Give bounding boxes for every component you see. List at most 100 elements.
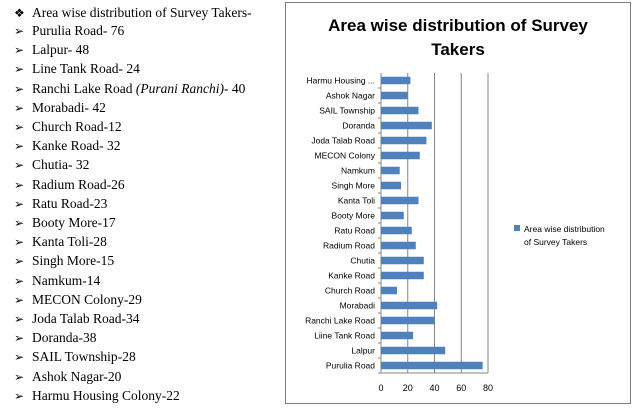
category-label: Namkum bbox=[341, 166, 375, 176]
list-item-value: 28 bbox=[122, 349, 136, 365]
category-label: Ashok Nagar bbox=[326, 91, 375, 101]
x-tick-labels: 0 20 40 60 80 bbox=[378, 383, 493, 393]
arrow-bullet-icon: ➢ bbox=[14, 312, 25, 326]
list-item-value: 38 bbox=[82, 330, 97, 346]
list-item-value: 42 bbox=[92, 99, 106, 115]
x-tick-label: 40 bbox=[429, 383, 439, 393]
list-item-name: Singh More bbox=[32, 253, 97, 269]
list-item-name: Doranda bbox=[32, 330, 79, 346]
category-label: Kanta Toli bbox=[338, 196, 375, 206]
category-label: Joda Talab Road bbox=[311, 136, 375, 146]
list-item-name: MECON Colony bbox=[32, 291, 124, 307]
list-item: ➢ Harmu Housing Colony-22 bbox=[14, 387, 180, 405]
bar bbox=[381, 211, 404, 220]
bar bbox=[381, 241, 416, 250]
list-item-value: 32 bbox=[75, 157, 90, 173]
category-label: Ratu Road bbox=[334, 226, 375, 236]
category-label: Booty More bbox=[332, 211, 376, 221]
bar bbox=[381, 226, 412, 235]
list-item-separator: - bbox=[68, 157, 76, 173]
legend-label-line-1: Area wise distribution bbox=[524, 224, 605, 234]
list-item-value: 32 bbox=[106, 138, 121, 154]
list-item-name: Kanta Toli bbox=[32, 234, 89, 250]
arrow-bullet-icon: ➢ bbox=[14, 62, 25, 77]
list-item-separator: - bbox=[121, 311, 127, 326]
list-item-name: Church Road bbox=[32, 119, 104, 134]
list-item: ➢ Ashok Nagar-20 bbox=[14, 368, 121, 386]
category-label: Chutia bbox=[350, 256, 375, 266]
list-item: ➢ Church Road-12 bbox=[14, 118, 122, 136]
bar bbox=[381, 76, 411, 85]
list-item-separator: - bbox=[223, 80, 232, 96]
arrow-bullet-icon: ➢ bbox=[14, 158, 25, 173]
category-label: Doranda bbox=[342, 121, 375, 131]
list-item-value: 22 bbox=[166, 387, 180, 403]
category-label: Radium Road bbox=[323, 241, 375, 251]
list-item-value: 34 bbox=[126, 311, 140, 326]
bar bbox=[381, 151, 420, 160]
list-heading: ❖ Area wise distribution of Survey Takers… bbox=[14, 4, 252, 22]
x-tick-label: 20 bbox=[403, 383, 413, 393]
list-item-value: 76 bbox=[110, 23, 125, 38]
arrow-bullet-icon: ➢ bbox=[14, 292, 25, 307]
list-item-name: Line Tank Road bbox=[32, 61, 119, 77]
list-item-value: 12 bbox=[108, 119, 122, 134]
list-item-separator: - bbox=[103, 368, 108, 384]
list-item-name: Harmu Housing Colony bbox=[32, 387, 162, 403]
bar bbox=[381, 136, 427, 145]
category-label: Lalpur bbox=[351, 346, 375, 356]
list-item-value: 23 bbox=[93, 195, 108, 211]
category-label: SAIL Township bbox=[319, 106, 375, 116]
list-item-name: Radium Road bbox=[32, 176, 107, 192]
list-item-name: Morabadi bbox=[32, 99, 85, 115]
list-item-value: 14 bbox=[86, 272, 101, 288]
list-item: ➢ Kanta Toli-28 bbox=[14, 233, 107, 251]
list-item: ➢ Ranchi Lake Road (Purani Ranchi)- 40 bbox=[14, 80, 245, 98]
bar bbox=[381, 301, 438, 310]
arrow-bullet-icon: ➢ bbox=[14, 139, 25, 154]
arrow-bullet-icon: ➢ bbox=[14, 388, 25, 403]
list-item-separator: - bbox=[123, 291, 129, 307]
list-item-separator: - bbox=[78, 330, 83, 346]
list-item: ➢ Chutia- 32 bbox=[14, 156, 89, 174]
arrow-bullet-icon: ➢ bbox=[14, 100, 25, 115]
category-label: Singh More bbox=[332, 181, 376, 191]
list-item: ➢ Line Tank Road- 24 bbox=[14, 60, 140, 78]
category-label: Harmu Housing ... bbox=[307, 76, 376, 86]
list-item-value: 48 bbox=[75, 42, 90, 58]
list-item: ➢ Singh More-15 bbox=[14, 252, 114, 270]
arrow-bullet-icon: ➢ bbox=[14, 369, 25, 384]
arrow-bullet-icon: ➢ bbox=[14, 254, 25, 269]
list-item: ➢ Ratu Road-23 bbox=[14, 195, 107, 213]
arrow-bullet-icon: ➢ bbox=[14, 235, 25, 250]
list-item-name: Ashok Nagar bbox=[32, 368, 104, 384]
bar bbox=[381, 196, 419, 205]
list-item-separator: - bbox=[96, 253, 101, 269]
list-item: ➢ MECON Colony-29 bbox=[14, 291, 142, 309]
category-label: Purulia Road bbox=[326, 361, 375, 371]
chart-svg: Area wise distribution of Survey Takers … bbox=[305, 16, 605, 393]
list-item: ➢ Purulia Road- 76 bbox=[14, 22, 124, 40]
list-item-value: 24 bbox=[126, 61, 140, 77]
x-tick-label: 60 bbox=[456, 383, 466, 393]
bar bbox=[381, 316, 435, 325]
category-label: MECON Colony bbox=[315, 151, 376, 161]
list-item-name: Ratu Road bbox=[32, 195, 90, 211]
bar bbox=[381, 121, 432, 130]
arrow-bullet-icon: ➢ bbox=[14, 81, 25, 96]
list-item-separator: - bbox=[118, 61, 127, 77]
category-label: Kanke Road bbox=[328, 271, 375, 281]
bar bbox=[381, 331, 414, 340]
arrow-bullet-icon: ➢ bbox=[14, 120, 25, 134]
survey-list: ❖ Area wise distribution of Survey Takers… bbox=[0, 0, 285, 409]
list-item-separator: - bbox=[102, 23, 111, 38]
grid-lines bbox=[378, 73, 489, 374]
list-item-name: Purulia Road bbox=[32, 23, 103, 38]
legend-label-line-2: of Survey Takers bbox=[524, 237, 587, 247]
list-item-separator: - bbox=[97, 215, 103, 230]
list-item-name: Namkum bbox=[32, 272, 83, 288]
chart-title-line-1: Area wise distribution of Survey bbox=[328, 16, 588, 35]
list-item-value: 29 bbox=[128, 291, 142, 307]
list-heading-text: Area wise distribution of Survey Takers- bbox=[32, 5, 252, 20]
bar bbox=[381, 166, 400, 175]
